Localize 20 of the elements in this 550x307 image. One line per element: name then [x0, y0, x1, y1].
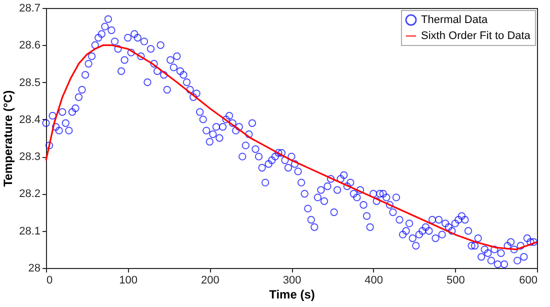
- x-tick-label: 600: [519, 274, 538, 286]
- y-tick-label: 28.5: [19, 76, 40, 89]
- y-tick-label: 28.3: [19, 151, 40, 164]
- x-axis-title: Time (s): [269, 288, 315, 302]
- line-series: [45, 44, 538, 250]
- y-tick-label: 28.6: [19, 40, 40, 52]
- x-tick-label: 0: [46, 274, 53, 286]
- y-tick-label: 28.1: [19, 225, 40, 238]
- y-tick-label: 28.4: [19, 114, 40, 126]
- y-tick-label: 28: [28, 262, 40, 274]
- x-tick-label: 100: [119, 274, 138, 286]
- legend-label: Thermal Data: [421, 14, 489, 26]
- x-tick-label: 200: [200, 274, 220, 286]
- y-axis-title: Temperature (°C): [1, 90, 16, 187]
- y-tick-label: 28.7: [19, 2, 40, 14]
- x-tick-label: 400: [364, 274, 384, 286]
- x-tick-label: 500: [446, 274, 465, 286]
- x-tick-label: 300: [282, 274, 302, 286]
- y-tick-label: 28.2: [19, 188, 40, 200]
- legend-label: Sixth Order Fit to Data: [421, 30, 532, 42]
